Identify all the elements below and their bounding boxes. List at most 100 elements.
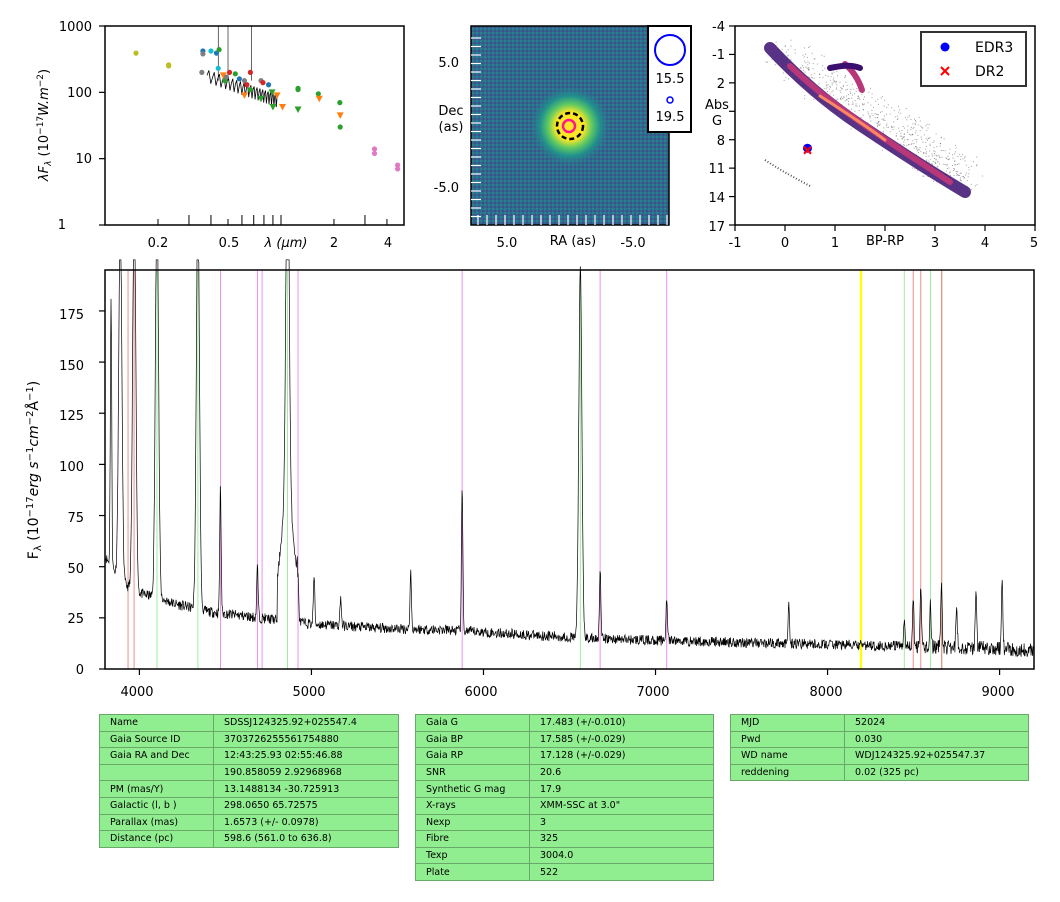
hr-field-star	[843, 96, 845, 98]
hr-field-star	[929, 150, 931, 152]
hr-field-star	[900, 132, 902, 134]
hr-field-star	[919, 130, 921, 132]
table-row: Name SDSSJ124325.92+025547.4	[99, 714, 399, 732]
sed-point	[223, 74, 230, 80]
hr-field-star	[907, 125, 909, 127]
hr-xtick-label: 1	[831, 236, 839, 251]
hr-field-star	[896, 119, 898, 121]
hr-field-star	[929, 145, 931, 147]
table-key: Gaia G	[415, 714, 530, 732]
mag-19-circle	[666, 96, 674, 104]
hr-field-star	[931, 163, 933, 165]
table-row: Gaia RA and Dec 12:43:25.93 02:55:46.88	[99, 747, 399, 765]
hr-field-star	[827, 75, 829, 77]
hr-field-star	[839, 97, 841, 99]
hr-field-star	[803, 47, 805, 49]
hr-field-star	[931, 153, 933, 155]
sed-point	[240, 92, 248, 99]
hr-density	[764, 39, 983, 198]
hr-field-star	[868, 91, 870, 93]
hr-field-star	[775, 41, 777, 43]
hr-field-star	[915, 130, 917, 132]
table-row: Texp 3004.0	[415, 846, 714, 865]
hr-field-star	[954, 168, 956, 170]
hr-legend: EDR3 DR2	[920, 31, 1027, 87]
hr-field-star	[915, 145, 917, 147]
hr-field-star	[929, 137, 931, 139]
sed-xtick-label: 0.5	[219, 236, 240, 251]
spectrum-xtick-label: 5000	[292, 685, 325, 700]
hr-field-star	[933, 147, 935, 149]
hr-field-star	[855, 105, 857, 107]
hr-field-star	[835, 99, 837, 101]
hr-field-star	[867, 122, 869, 124]
table-row: X-rays XMM-SSC at 3.0"	[415, 796, 714, 815]
table-key: WD name	[730, 747, 845, 765]
hr-field-star	[863, 103, 865, 105]
hr-field-star	[871, 113, 873, 115]
hr-field-star	[905, 108, 907, 110]
hr-field-star	[877, 98, 879, 100]
hr-field-star	[774, 64, 776, 66]
hr-field-star	[805, 62, 807, 64]
hr-field-star	[824, 67, 826, 69]
hr-field-star	[936, 155, 938, 157]
hr-field-star	[848, 104, 850, 106]
hr-field-star	[948, 152, 950, 154]
sed-xtick-label: 4	[384, 236, 392, 251]
hr-field-star	[835, 87, 837, 89]
hr-field-star	[903, 144, 905, 146]
sed-xlabel: λ (μm)	[264, 236, 308, 251]
hr-field-star	[960, 172, 962, 174]
hr-field-star	[806, 56, 808, 58]
hr-field-star	[897, 118, 899, 120]
hr-field-star	[794, 52, 796, 54]
hr-field-star	[808, 62, 810, 64]
sed-point	[208, 48, 214, 54]
sed-point	[260, 80, 266, 86]
hr-field-star	[899, 109, 901, 111]
hr-field-star	[968, 173, 970, 175]
hr-field-star	[901, 138, 903, 140]
hr-field-star	[918, 149, 920, 151]
legend-label: DR2	[975, 64, 1004, 80]
hr-field-star	[974, 185, 976, 187]
sed-point	[200, 51, 206, 57]
hr-field-star	[954, 153, 956, 155]
hr-field-star	[818, 83, 820, 85]
hr-field-star	[805, 53, 807, 55]
hr-field-star	[886, 123, 888, 125]
sed-ytick-label: 1000	[59, 20, 92, 35]
hr-field-star	[819, 73, 821, 75]
info-table-identity: Name SDSSJ124325.92+025547.4 Gaia Source I…	[99, 714, 399, 848]
hr-field-star	[964, 157, 966, 159]
hr-field-star	[790, 39, 792, 41]
hr-field-star	[913, 118, 915, 120]
hr-field-star	[839, 81, 841, 83]
hr-field-star	[891, 107, 893, 109]
hr-field-star	[846, 88, 848, 90]
hr-field-star	[794, 49, 796, 51]
hr-field-star	[963, 177, 965, 179]
hr-field-star	[851, 97, 853, 99]
table-row: SNR 20.6	[415, 763, 714, 782]
table-key: reddening	[730, 763, 845, 782]
hr-field-star	[907, 139, 909, 141]
hr-field-star	[960, 158, 962, 160]
hr-field-star	[926, 159, 928, 161]
hr-field-star	[877, 126, 879, 128]
spectrum-ytick-label: 150	[59, 359, 84, 374]
table-key: X-rays	[415, 796, 530, 815]
hr-field-star	[938, 154, 940, 156]
hr-field-star	[862, 103, 864, 105]
hr-field-star	[883, 132, 885, 134]
hr-field-star	[842, 85, 844, 87]
sed-point	[294, 106, 302, 114]
table-value: SDSSJ124325.92+025547.4	[213, 714, 399, 732]
hr-field-star	[929, 143, 931, 145]
hr-field-star	[886, 124, 888, 126]
hr-field-star	[874, 112, 876, 114]
hr-field-star	[911, 134, 913, 136]
hr-field-star	[805, 66, 807, 68]
hr-field-star	[874, 117, 876, 119]
